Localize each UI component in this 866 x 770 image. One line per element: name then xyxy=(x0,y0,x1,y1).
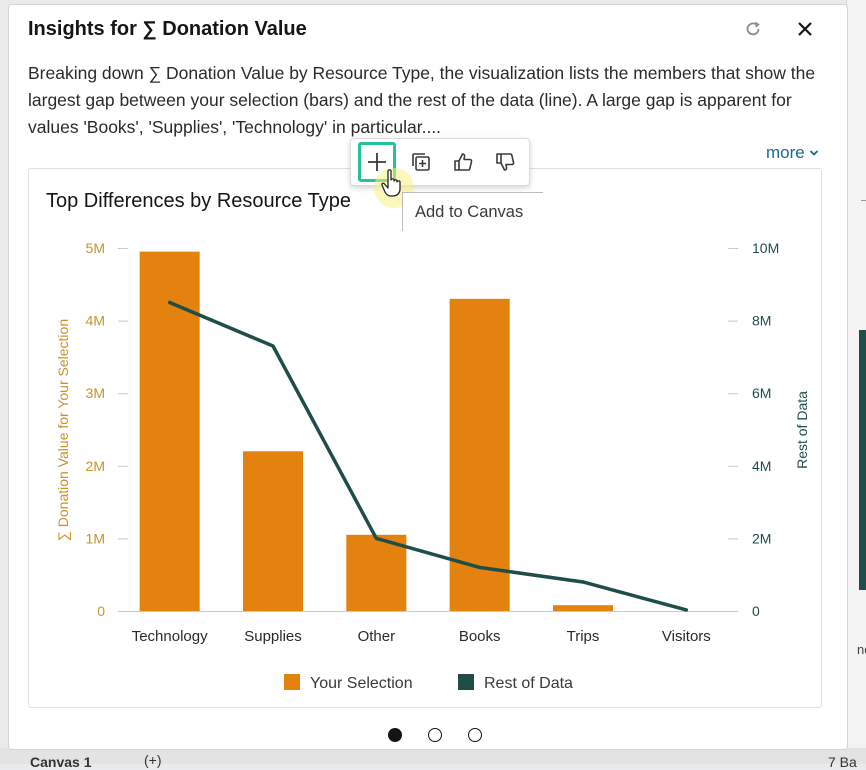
background-divider xyxy=(861,200,866,201)
pager-dot-2[interactable] xyxy=(428,728,442,742)
plus-icon xyxy=(368,153,386,171)
y-right-tick-label: 0 xyxy=(752,603,760,619)
x-tick-label-technology: Technology xyxy=(132,628,208,645)
bar-technology xyxy=(139,251,200,611)
bar-supplies xyxy=(243,451,303,611)
x-tick-label-books: Books xyxy=(459,628,501,645)
bar-other xyxy=(346,534,407,611)
y-right-tick-label: 2M xyxy=(752,530,771,546)
legend-item-your-selection[interactable]: Your Selection xyxy=(284,674,413,693)
duplicate-icon xyxy=(412,153,430,171)
legend-label-your-selection: Your Selection xyxy=(310,675,413,692)
refresh-icon[interactable] xyxy=(740,16,766,42)
rest-of-data-line xyxy=(167,300,689,612)
pager-dot-1[interactable] xyxy=(388,728,402,742)
y-left-tick-label: 3M xyxy=(86,385,105,401)
y-left-tick-label: 2M xyxy=(86,458,105,474)
more-label: more xyxy=(766,143,805,162)
hand-pointer-icon xyxy=(381,169,401,197)
insight-toolbar xyxy=(350,138,530,186)
pager-dot-3[interactable] xyxy=(468,728,482,742)
legend-label-rest-of-data: Rest of Data xyxy=(484,675,573,692)
legend-swatch-rest-of-data xyxy=(458,674,474,690)
x-tick-label-other: Other xyxy=(358,628,396,645)
add-to-canvas-tooltip: Add to Canvas xyxy=(402,192,543,231)
tooltip-text: Add to Canvas xyxy=(415,203,524,221)
y-left-tick-label: 0 xyxy=(97,603,105,619)
close-icon[interactable] xyxy=(792,16,818,42)
y-right-tick-label: 8M xyxy=(752,313,771,329)
y-left-tick-label: 5M xyxy=(86,240,105,256)
legend-item-rest-of-data[interactable]: Rest of Data xyxy=(458,674,573,693)
background-text: nc xyxy=(857,642,866,657)
bar-trips xyxy=(553,605,613,611)
x-tick-label-supplies: Supplies xyxy=(244,628,302,645)
panel-title: Insights for ∑ Donation Value xyxy=(28,18,307,40)
y-right-axis-label: Rest of Data xyxy=(794,391,810,469)
y-right-tick-label: 6M xyxy=(752,385,771,401)
add-to-canvas-button[interactable] xyxy=(358,142,396,182)
legend-swatch-your-selection xyxy=(284,674,300,690)
duplicate-button[interactable] xyxy=(403,143,439,181)
thumbs-up-icon xyxy=(454,153,473,171)
thumbs-down-button[interactable] xyxy=(487,143,523,181)
x-tick-label-trips: Trips xyxy=(567,628,600,645)
thumbs-down-icon xyxy=(496,153,515,171)
insight-description: Breaking down ∑ Donation Value by Resour… xyxy=(28,63,816,137)
background-bar xyxy=(859,330,866,590)
x-tick-label-visitors: Visitors xyxy=(662,628,711,645)
y-left-tick-label: 1M xyxy=(86,530,105,546)
y-right-tick-label: 4M xyxy=(752,458,771,474)
chevron-down-icon xyxy=(810,150,819,156)
more-link[interactable]: more xyxy=(766,143,819,163)
y-right-tick-label: 10M xyxy=(752,240,779,256)
chart-title: Top Differences by Resource Type xyxy=(46,190,351,212)
bar-books xyxy=(449,298,510,611)
thumbs-up-button[interactable] xyxy=(445,143,481,181)
y-left-axis-label: ∑ Donation Value for Your Selection xyxy=(55,319,71,541)
y-left-tick-label: 4M xyxy=(86,313,105,329)
